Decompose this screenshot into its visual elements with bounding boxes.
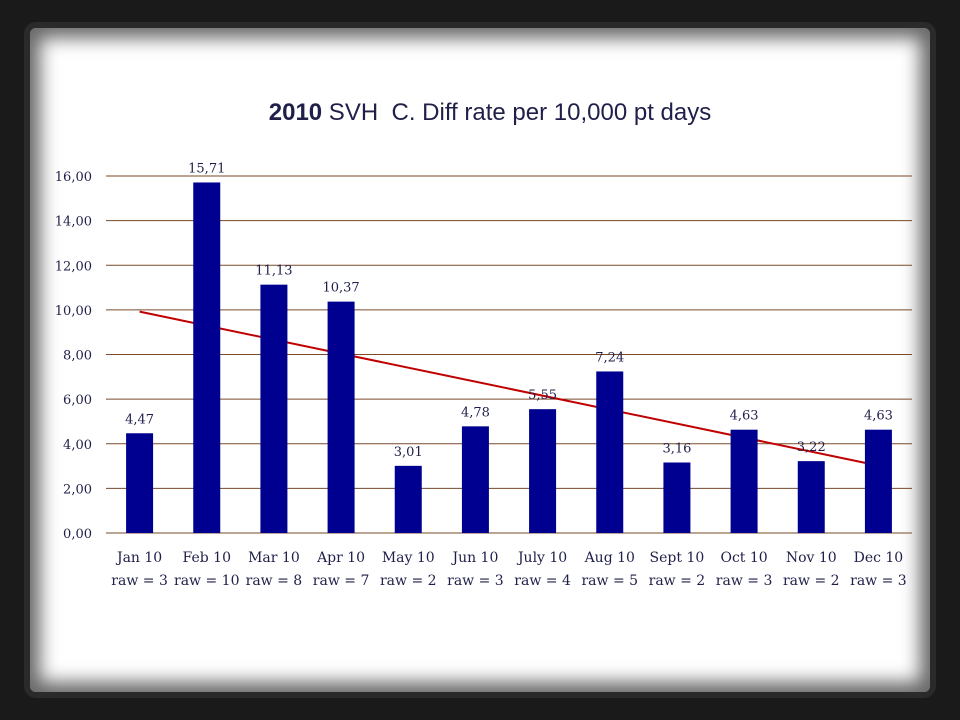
category-label: Sept 10	[650, 550, 705, 566]
bar	[529, 409, 557, 533]
trendline-layer	[139, 310, 879, 467]
category-sublabel: raw = 10	[174, 573, 239, 589]
data-label: 15,71	[188, 161, 225, 176]
data-labels: 4,47 15,71 11,13 10,37 3,01 4,78 5,55 7,24 3,16 4…	[125, 161, 893, 459]
category-sublabel: raw = 3	[111, 573, 168, 589]
bar	[126, 433, 154, 533]
data-label: 10,37	[322, 281, 359, 296]
data-label: 4,63	[730, 409, 759, 424]
category-label: Apr 10	[316, 550, 365, 566]
category-label: Nov 10	[786, 550, 837, 566]
y-tick-label: 2,00	[63, 482, 92, 497]
category-sublabel: raw = 3	[850, 573, 907, 589]
data-label: 11,13	[255, 264, 292, 279]
bar	[193, 182, 221, 533]
bar	[394, 465, 422, 533]
y-tick-label: 14,00	[55, 215, 92, 230]
data-label: 4,63	[864, 409, 893, 424]
category-sublabel: raw = 3	[716, 573, 773, 589]
bar	[327, 301, 355, 533]
category-sublabel: raw = 7	[313, 573, 370, 589]
category-label: Feb 10	[183, 550, 231, 566]
category-sublabel: raw = 3	[447, 573, 504, 589]
y-tick-label: 0,00	[63, 527, 92, 542]
category-label: Oct 10	[720, 550, 767, 566]
data-label: 3,22	[797, 440, 826, 455]
y-tick-label: 10,00	[55, 304, 92, 319]
gridlines	[106, 175, 912, 534]
y-tick-label: 12,00	[55, 259, 92, 274]
data-label: 3,01	[394, 445, 423, 460]
y-tick-label: 4,00	[63, 438, 92, 453]
chart-title-rest: SVH C. Diff rate per 10,000 pt days	[322, 99, 711, 126]
data-label: 4,47	[125, 412, 154, 427]
bar	[864, 429, 892, 533]
y-tick-label: 6,00	[63, 393, 92, 408]
chart-title: 2010 SVH C. Diff rate per 10,000 pt days	[269, 99, 711, 126]
bar	[730, 429, 758, 533]
category-sublabel: raw = 8	[246, 573, 303, 589]
category-label: Jun 10	[450, 550, 498, 566]
y-tick-label: 16,00	[55, 170, 92, 185]
chart-title-year: 2010	[269, 99, 322, 126]
data-label: 4,78	[461, 405, 490, 420]
y-axis-ticks: 0,00 2,00 4,00 6,00 8,00 10,00 12,00 14,00 16,00	[55, 170, 92, 542]
bar	[461, 426, 489, 533]
chart-area	[30, 28, 930, 692]
bar	[663, 462, 691, 533]
bars	[126, 182, 892, 533]
trendline	[139, 310, 879, 467]
bar	[797, 461, 825, 533]
category-label: May 10	[382, 550, 435, 566]
bar	[260, 284, 288, 533]
data-label: 5,55	[528, 388, 557, 403]
category-label: Aug 10	[584, 550, 635, 566]
category-sublabel: raw = 2	[649, 573, 706, 589]
category-sublabel: raw = 2	[380, 573, 437, 589]
category-label: Dec 10	[854, 550, 904, 566]
x-axis-categories: Jan 10 raw = 3 Feb 10 raw = 10 Mar 10 raw = 8…	[111, 550, 906, 589]
data-label: 3,16	[662, 441, 691, 456]
category-sublabel: raw = 4	[514, 573, 571, 589]
category-sublabel: raw = 5	[581, 573, 638, 589]
category-label: Jan 10	[115, 550, 162, 566]
y-tick-label: 8,00	[63, 349, 92, 364]
data-label: 7,24	[595, 350, 624, 365]
bar	[596, 371, 624, 533]
category-label: July 10	[516, 550, 567, 566]
category-sublabel: raw = 2	[783, 573, 840, 589]
category-label: Mar 10	[248, 550, 300, 566]
